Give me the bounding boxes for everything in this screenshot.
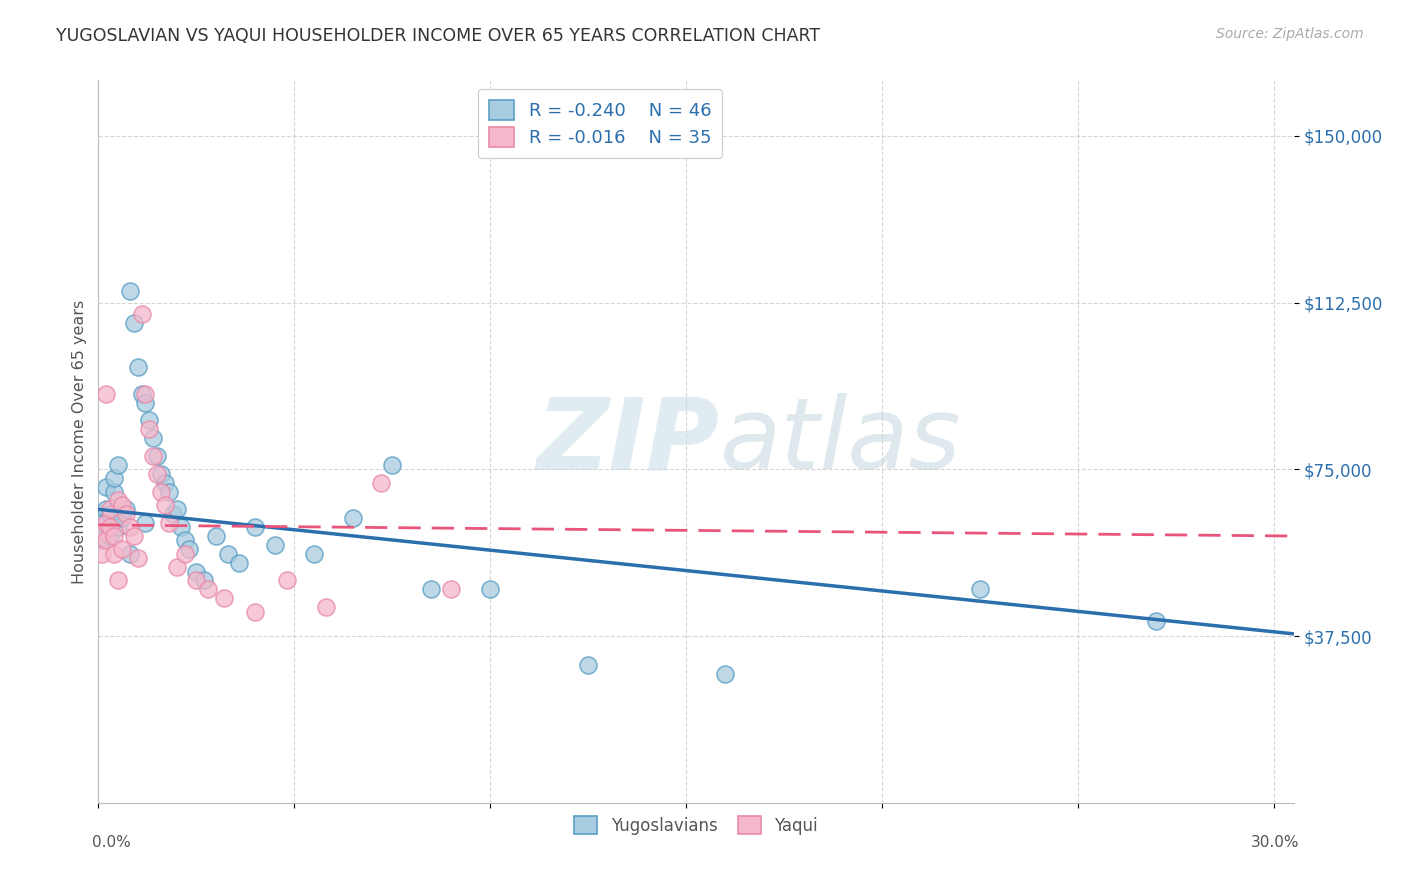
Point [111,511,134,525]
Point [228,556,250,570]
Text: ZIP: ZIP [537,393,720,490]
Point [193,574,215,588]
Point [107,574,129,588]
Point [127,551,149,566]
Text: 0.0%: 0.0% [93,835,131,850]
Point [91,533,114,548]
Point [96,502,118,516]
Point [98,502,121,516]
Point [153,498,176,512]
Point [420,582,443,597]
Point [96,533,118,548]
Text: 30.0%: 30.0% [1251,835,1299,850]
Point [173,533,195,548]
Point [103,484,125,499]
Point [302,547,325,561]
Point [96,386,118,401]
Legend: Yugoslavians, Yaqui: Yugoslavians, Yaqui [568,809,824,841]
Point [118,520,141,534]
Point [98,520,121,534]
Point [243,520,266,534]
Point [146,467,169,481]
Point [440,582,463,597]
Text: YUGOSLAVIAN VS YAQUI HOUSEHOLDER INCOME OVER 65 YEARS CORRELATION CHART: YUGOSLAVIAN VS YAQUI HOUSEHOLDER INCOME … [56,27,820,45]
Point [263,538,285,552]
Point [315,600,337,615]
Point [381,458,404,472]
Point [134,516,156,530]
Point [142,449,165,463]
Point [98,507,121,521]
Point [197,582,219,597]
Point [98,529,121,543]
Point [969,582,991,597]
Point [576,657,599,672]
Point [173,547,195,561]
Point [138,422,160,436]
Point [115,502,138,516]
Point [138,413,160,427]
Point [370,475,392,490]
Point [91,516,114,530]
Point [103,529,125,543]
Point [122,316,145,330]
Point [276,574,298,588]
Point [157,516,180,530]
Point [243,605,266,619]
Point [91,547,114,561]
Point [186,574,208,588]
Point [342,511,364,525]
Point [217,547,239,561]
Point [170,520,193,534]
Point [146,449,169,463]
Point [107,458,129,472]
Text: Source: ZipAtlas.com: Source: ZipAtlas.com [1216,27,1364,41]
Point [142,431,165,445]
Point [714,666,737,681]
Point [212,591,235,606]
Point [150,467,173,481]
Point [150,484,173,499]
Point [162,507,184,521]
Point [1144,614,1167,628]
Point [118,547,141,561]
Point [107,493,129,508]
Point [479,582,502,597]
Point [134,386,156,401]
Point [103,547,125,561]
Point [96,516,118,530]
Y-axis label: Householder Income Over 65 years: Householder Income Over 65 years [72,300,87,583]
Point [177,542,200,557]
Point [115,507,138,521]
Point [131,307,153,321]
Point [166,560,188,574]
Point [103,471,125,485]
Point [107,520,129,534]
Point [166,502,188,516]
Point [186,565,208,579]
Point [118,285,141,299]
Point [134,395,156,409]
Point [96,480,118,494]
Point [91,524,114,539]
Point [153,475,176,490]
Point [157,484,180,499]
Point [127,360,149,375]
Point [205,529,228,543]
Point [131,386,153,401]
Text: atlas: atlas [720,393,962,490]
Point [122,529,145,543]
Point [111,542,134,557]
Point [111,498,134,512]
